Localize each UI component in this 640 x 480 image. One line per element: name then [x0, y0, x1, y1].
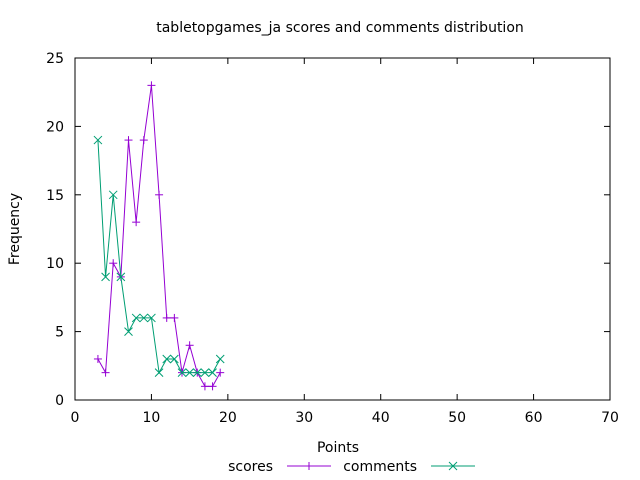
data-point-comments	[139, 313, 149, 323]
data-point-scores	[185, 341, 194, 350]
data-point-scores	[208, 382, 217, 391]
data-point-scores	[124, 136, 133, 145]
x-axis-label: Points	[317, 440, 359, 456]
legend-marker-comments	[448, 461, 458, 471]
data-point-scores	[101, 368, 110, 377]
data-point-scores	[155, 190, 164, 199]
y-tick-label: 20	[46, 119, 64, 135]
legend-marker-scores	[305, 462, 313, 470]
data-point-comments	[147, 313, 156, 323]
data-point-scores	[170, 313, 179, 322]
legend-label-comments: comments	[343, 459, 417, 475]
series-line-comments	[97, 140, 221, 375]
data-point-comments	[108, 190, 118, 200]
y-axis-label: Frequency	[7, 193, 23, 265]
axis-ticks: 0 10 20 30 40 50 60 70 0 5 10 15 20 25	[46, 51, 619, 426]
series-line-scores	[97, 85, 221, 387]
data-point-scores	[139, 136, 148, 145]
data-point-comments	[177, 368, 187, 377]
data-point-scores	[162, 313, 171, 322]
legend-label-scores: scores	[228, 459, 273, 475]
y-tick-label: 25	[46, 51, 64, 67]
data-point-comments	[116, 272, 126, 282]
x-tick-label: 60	[525, 410, 543, 426]
data-point-scores	[147, 81, 156, 90]
data-point-comments	[154, 368, 164, 377]
data-point-comments	[208, 368, 217, 377]
data-point-comments	[185, 368, 194, 377]
data-point-scores	[216, 368, 225, 377]
data-point-comments	[101, 272, 110, 282]
data-point-scores	[109, 259, 118, 268]
y-tick-label: 15	[46, 188, 64, 204]
plot-frame	[74, 57, 611, 401]
x-tick-label: 0	[71, 410, 80, 426]
y-tick-label: 0	[55, 393, 64, 409]
x-tick-label: 20	[219, 410, 237, 426]
data-point-scores	[132, 218, 141, 227]
y-tick-label: 10	[46, 256, 64, 272]
x-tick-label: 40	[372, 410, 390, 426]
x-tick-label: 30	[295, 410, 313, 426]
data-point-comments	[93, 135, 103, 145]
data-point-comments	[170, 354, 179, 364]
series-group	[93, 81, 225, 391]
data-point-comments	[215, 354, 225, 364]
data-point-scores	[93, 354, 102, 363]
data-point-comments	[162, 354, 172, 364]
x-tick-label: 70	[601, 410, 619, 426]
chart-title: tabletopgames_ja scores and comments dis…	[156, 20, 524, 36]
data-point-comments	[192, 368, 202, 377]
x-tick-label: 50	[448, 410, 466, 426]
data-point-comments	[200, 368, 210, 377]
data-point-scores	[200, 382, 209, 391]
legend: scores comments	[228, 459, 475, 475]
y-tick-label: 5	[55, 325, 64, 341]
data-point-comments	[131, 313, 141, 323]
x-tick-label: 10	[143, 410, 161, 426]
data-point-comments	[124, 327, 133, 336]
